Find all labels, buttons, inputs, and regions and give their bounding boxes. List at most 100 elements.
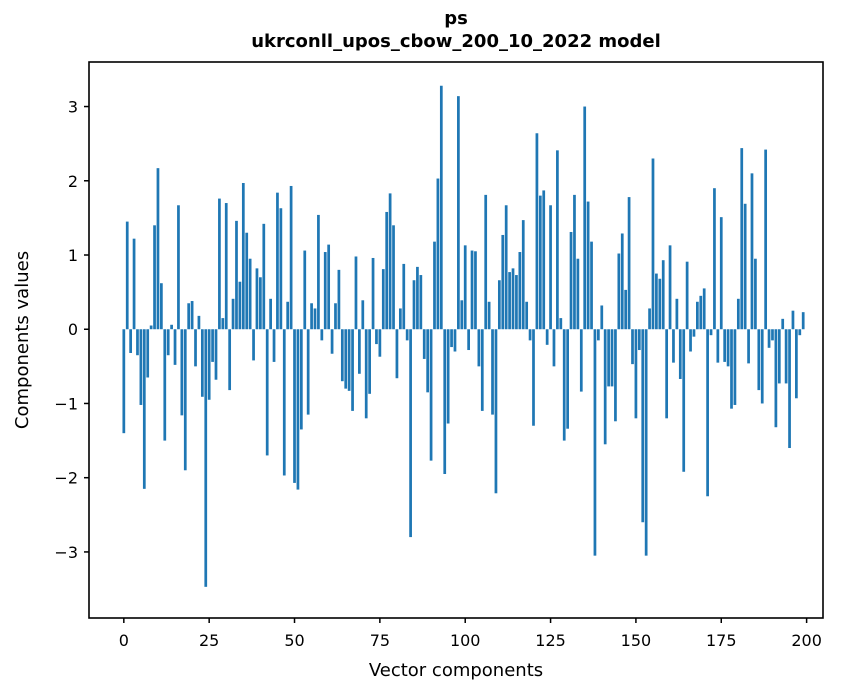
bar — [795, 329, 798, 399]
bar — [477, 329, 481, 367]
bar — [637, 329, 641, 351]
bar — [395, 329, 399, 379]
bar — [194, 329, 197, 367]
bar — [757, 329, 761, 391]
bar — [279, 208, 283, 330]
y-tick-label: 0 — [68, 320, 78, 339]
bar — [788, 329, 791, 449]
bar — [204, 329, 208, 587]
bar — [730, 329, 733, 409]
bar — [218, 198, 221, 330]
bar — [713, 188, 716, 330]
bar — [781, 318, 785, 330]
bar — [160, 283, 163, 330]
bar — [276, 192, 279, 330]
bar — [183, 329, 187, 471]
bar — [511, 268, 515, 330]
bar — [754, 258, 757, 330]
bar — [252, 329, 255, 361]
bar — [443, 329, 447, 474]
bar — [508, 272, 511, 330]
bar — [658, 278, 662, 330]
bar — [593, 329, 597, 556]
bar — [173, 329, 177, 365]
bar — [187, 303, 191, 330]
x-tick-label: 25 — [199, 631, 219, 650]
axis-ticks: 0 25 50 75 100 125 150 175 200 −3 −2 −1 0 1 2 3 — [54, 98, 821, 650]
bar — [566, 329, 569, 429]
bar — [764, 149, 768, 330]
bar — [221, 318, 225, 330]
bar — [723, 329, 727, 362]
bar — [515, 275, 518, 330]
bar — [409, 329, 412, 538]
bar — [327, 244, 331, 330]
plot-border — [88, 61, 824, 619]
bar — [306, 329, 310, 415]
bar — [330, 329, 334, 354]
bar — [743, 203, 747, 330]
bar — [450, 329, 453, 348]
bar — [139, 329, 143, 405]
bar — [668, 245, 672, 330]
bar — [641, 329, 645, 523]
bar — [692, 329, 696, 337]
bar — [689, 329, 692, 352]
bar — [190, 301, 194, 330]
bar — [259, 277, 262, 330]
bar — [457, 96, 460, 330]
bar — [248, 258, 252, 330]
bar — [453, 329, 457, 352]
bar — [501, 234, 505, 330]
bar — [320, 329, 324, 341]
bar — [685, 261, 689, 330]
x-tick-label: 175 — [706, 631, 737, 650]
x-tick-label: 0 — [119, 631, 129, 650]
bar — [323, 252, 327, 330]
bar — [446, 329, 450, 424]
bar — [532, 329, 535, 426]
bar — [398, 308, 402, 330]
bar — [624, 289, 628, 330]
bar — [665, 329, 669, 419]
bar — [573, 194, 576, 330]
bar — [392, 225, 395, 330]
bar — [344, 329, 348, 389]
bar — [207, 329, 211, 400]
bar — [136, 329, 139, 356]
bar — [211, 329, 214, 362]
bar — [228, 329, 232, 391]
bar — [484, 194, 488, 330]
bar — [801, 312, 805, 330]
bar — [740, 148, 744, 330]
bar — [153, 225, 156, 330]
x-axis-label: Vector components — [369, 660, 543, 681]
bar — [583, 106, 587, 330]
bar — [310, 303, 313, 330]
bar — [436, 178, 440, 330]
y-tick-label: 2 — [68, 172, 78, 191]
bar — [265, 329, 269, 456]
bar — [381, 269, 385, 330]
bar — [422, 329, 426, 359]
bar — [337, 269, 341, 330]
bar — [433, 241, 436, 330]
bar — [439, 85, 443, 330]
bars-series — [122, 85, 805, 587]
bar — [549, 205, 552, 330]
bar — [272, 329, 276, 362]
bar — [631, 329, 634, 365]
bar — [177, 205, 180, 330]
bar — [521, 220, 525, 330]
bar — [733, 329, 737, 405]
bar — [699, 295, 703, 330]
bar — [299, 329, 303, 430]
bar — [726, 329, 730, 367]
bar — [132, 238, 136, 330]
bar — [552, 329, 556, 367]
bar — [771, 329, 774, 341]
bar — [569, 231, 573, 330]
x-tick-label: 125 — [535, 631, 566, 650]
bar — [388, 193, 392, 330]
